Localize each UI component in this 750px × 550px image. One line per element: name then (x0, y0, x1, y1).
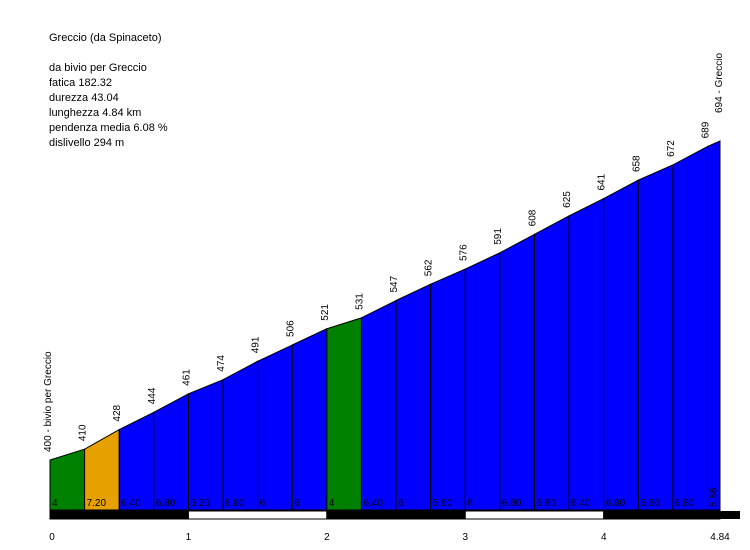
profile-segment-13 (464, 251, 501, 511)
elevation-label: 461 (181, 369, 192, 386)
elevation-label: 591 (493, 228, 504, 245)
profile-segment-10 (360, 299, 397, 511)
profile-segment-12 (430, 268, 466, 511)
profile-segment-18 (637, 164, 674, 511)
gradient-label: 6.40 (121, 498, 141, 509)
elevation-label: 521 (320, 304, 331, 321)
gradient-label: 6.40 (363, 498, 383, 509)
profile-segment-4 (153, 392, 189, 511)
elevation-label: 658 (631, 155, 642, 172)
climb-title: Greccio (da Spinaceto) (49, 32, 162, 44)
scale-bar-tail (720, 511, 740, 519)
gradient-label: 6 (294, 498, 300, 509)
gradient-label: 5.60 (640, 498, 660, 509)
elevation-label: 608 (528, 209, 539, 226)
elevation-labels: 400 - bivio per Greccio 410 428 444 461 474 49… (43, 53, 725, 452)
gradient-label: 6.80 (156, 498, 176, 509)
gradient-label: 6.80 (225, 498, 245, 509)
gradient-label: 5.20 (190, 498, 210, 509)
climb-pendenza: pendenza media 6.08 % (49, 122, 168, 134)
elevation-label: 491 (251, 336, 262, 353)
profile-segment-14 (499, 233, 536, 511)
elevation-label: 444 (147, 387, 158, 404)
profile-segment-9 (326, 317, 362, 511)
elevation-label: 689 (701, 121, 712, 138)
elevation-label: 625 (562, 191, 573, 208)
gradient-label: 6 (398, 498, 404, 509)
gradient-label: 6.80 (502, 498, 522, 509)
profile-segment-19 (672, 145, 709, 511)
scale-bar-km-2 (187, 510, 328, 520)
profile-segment-5 (187, 378, 224, 511)
elevation-label: 428 (112, 404, 123, 421)
gradient-label: 6.80 (606, 498, 626, 509)
profile-segment-16 (568, 197, 605, 511)
climb-durezza: durezza 43.04 (49, 92, 119, 104)
elevation-label: 400 - bivio per Greccio (43, 351, 54, 452)
climb-lunghezza: lunghezza 4.84 km (49, 107, 142, 119)
scale-bar-km-3 (326, 510, 466, 520)
profile-segment-3 (118, 411, 155, 511)
gradient-label: 6.80 (537, 498, 557, 509)
distance-tick-label: 4.84 (710, 532, 730, 543)
gradient-label: 6.80 (675, 498, 695, 509)
distance-tick-labels: 0 1 2 3 4 4.84 (49, 532, 730, 543)
scale-bar-km-5 (603, 510, 721, 520)
climb-fatica: fatica 182.32 (49, 77, 112, 89)
elevation-label: 410 (78, 424, 89, 441)
scale-bar-km-4 (464, 510, 605, 520)
profile-segment-15 (534, 215, 570, 511)
gradient-label: 7.20 (87, 498, 107, 509)
gradient-label: 6 (260, 498, 266, 509)
profile-segment-20 (707, 140, 721, 511)
elevation-label-end: 694 - Greccio (714, 53, 725, 113)
elevation-label: 547 (389, 275, 400, 292)
profile-segment-17 (603, 179, 639, 511)
elevation-label: 562 (424, 259, 435, 276)
gradient-labels: 4 7.20 6.40 6.80 5.20 6.80 6 6 4 6.40 6 5.60 6 6.80 6.… (52, 487, 720, 509)
gradient-label: 4 (329, 498, 335, 509)
gradient-label: 6.40 (571, 498, 591, 509)
elevation-label: 641 (597, 173, 608, 190)
elevation-label: 474 (216, 355, 227, 372)
elevation-label: 576 (458, 244, 469, 261)
distance-tick-label: 2 (324, 532, 330, 543)
profile-segment-8 (291, 327, 328, 511)
gradient-label: 6 (467, 498, 473, 509)
gradient-label: 4 (52, 498, 58, 509)
distance-tick-label: 1 (186, 532, 192, 543)
elevation-label: 506 (285, 320, 296, 337)
elevation-label: 672 (666, 140, 677, 157)
profile-segment-6 (222, 360, 259, 511)
profile-segments (49, 140, 721, 511)
scale-bar-km-1 (49, 510, 189, 520)
gradient-label: 5.60 (433, 498, 453, 509)
distance-tick-label: 4 (601, 532, 607, 543)
climb-info: Greccio (da Spinaceto) da bivio per Grec… (49, 31, 168, 151)
distance-tick-label: 0 (49, 532, 55, 543)
elevation-label: 531 (354, 293, 365, 310)
distance-tick-label: 3 (463, 532, 469, 543)
profile-segment-7 (257, 344, 293, 511)
distance-scale-bar (49, 510, 740, 520)
climb-start: da bivio per Greccio (49, 62, 147, 74)
climb-dislivello: dislivello 294 m (49, 137, 125, 149)
profile-segment-11 (395, 283, 432, 511)
gradient-label: 5.56 (709, 487, 720, 507)
